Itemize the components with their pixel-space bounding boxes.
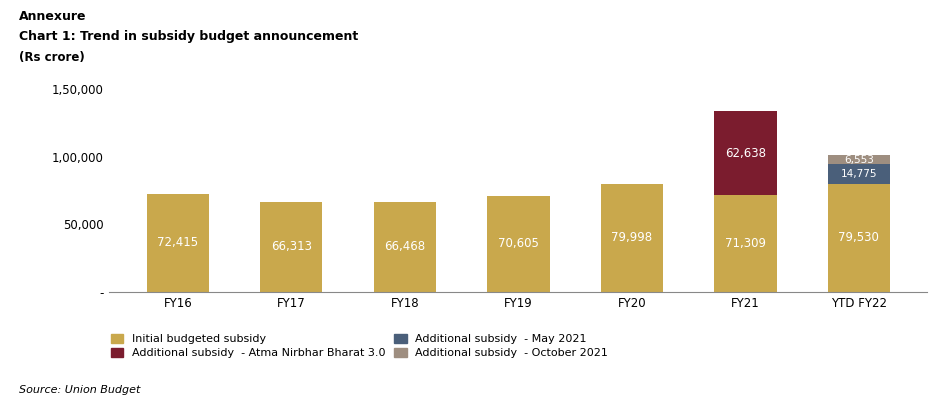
Text: 66,313: 66,313: [271, 240, 312, 254]
Text: 79,530: 79,530: [839, 231, 880, 244]
Bar: [260, 202, 322, 292]
Bar: [714, 111, 777, 195]
Text: (Rs crore): (Rs crore): [19, 51, 85, 64]
Text: 62,638: 62,638: [725, 147, 766, 160]
Text: Chart 1: Trend in subsidy budget announcement: Chart 1: Trend in subsidy budget announc…: [19, 30, 359, 43]
Text: 66,468: 66,468: [384, 240, 425, 253]
Text: Source: Union Budget: Source: Union Budget: [19, 385, 141, 395]
Text: 72,415: 72,415: [157, 236, 199, 249]
Text: 79,998: 79,998: [611, 231, 652, 244]
Bar: [487, 196, 550, 292]
Bar: [827, 164, 890, 184]
Text: Annexure: Annexure: [19, 10, 87, 23]
Bar: [146, 194, 209, 292]
Bar: [827, 184, 890, 292]
Bar: [714, 195, 777, 292]
Bar: [601, 183, 663, 292]
Bar: [827, 156, 890, 164]
Text: 14,775: 14,775: [841, 169, 877, 179]
Bar: [374, 202, 436, 292]
Text: 6,553: 6,553: [844, 155, 874, 165]
Legend: Initial budgeted subsidy, Additional subsidy  - Atma Nirbhar Bharat 3.0, Additio: Initial budgeted subsidy, Additional sub…: [111, 334, 609, 358]
Text: 70,605: 70,605: [498, 237, 538, 250]
Text: 71,309: 71,309: [725, 237, 766, 250]
